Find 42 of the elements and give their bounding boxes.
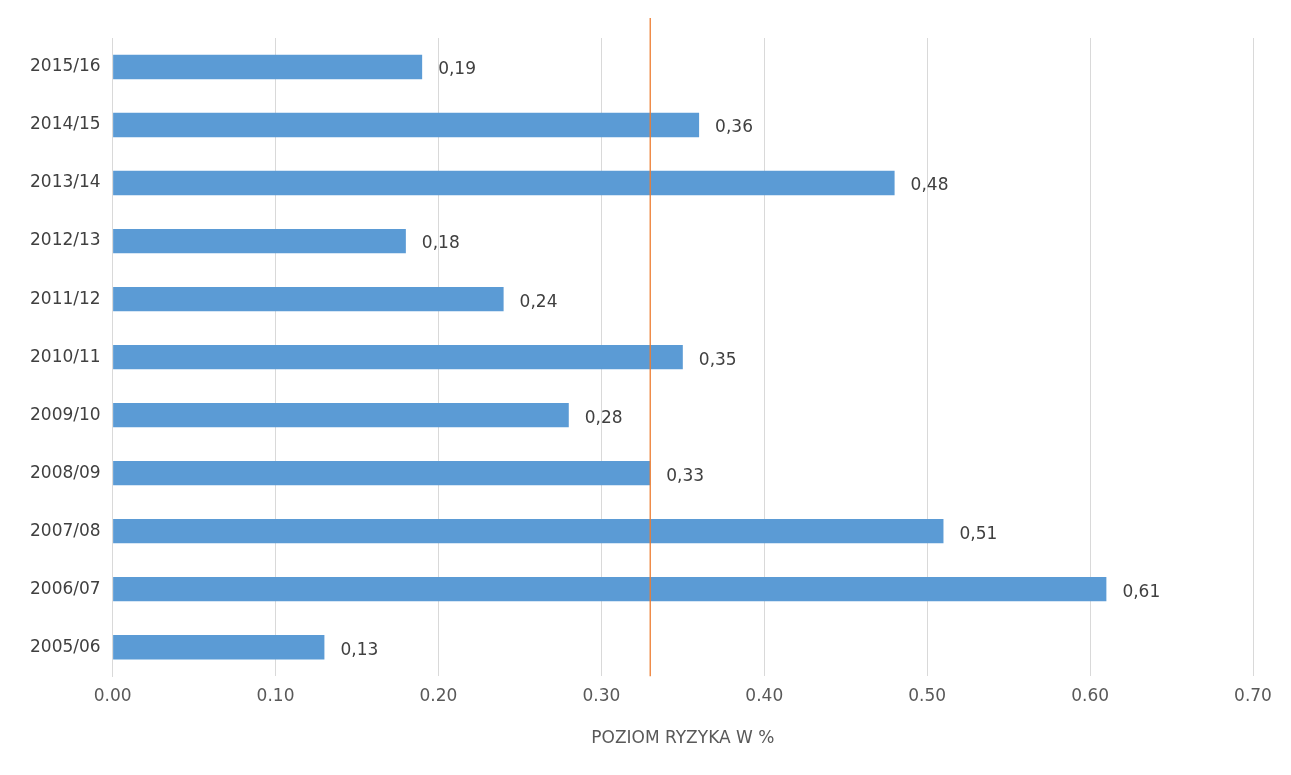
data-label: 0,18 [421,232,460,253]
y-tick-label: 2008/09 [30,461,101,482]
x-tick-label: 0.40 [745,684,784,705]
data-label: 0,35 [698,348,737,369]
data-label: 0,61 [1122,580,1161,601]
bar [113,286,504,312]
bar [113,402,569,428]
data-label: 0,36 [715,116,753,137]
data-label: 0,24 [519,290,558,311]
bar [113,54,423,80]
bar [113,460,651,486]
y-tick-label: 2011/12 [30,287,101,308]
x-tick-label: 0.30 [582,684,621,705]
y-tick-label: 2012/13 [30,229,101,250]
bar [113,576,1107,602]
bar [113,112,700,138]
data-label: 0,28 [584,406,623,427]
data-label: 0,19 [438,58,477,79]
x-tick-label: 0.20 [419,684,458,705]
bar [113,170,895,196]
x-tick-label: 0.60 [1071,684,1110,705]
y-tick-label: 2014/15 [30,113,101,134]
y-tick-label: 2010/11 [30,345,101,366]
y-tick-label: 2007/08 [30,519,101,540]
y-tick-label: 2005/06 [30,635,101,656]
data-label: 0,33 [666,464,705,485]
y-tick-label: 2013/14 [30,171,101,192]
y-tick-label: 2009/10 [30,403,101,424]
bar [113,228,406,254]
bar [113,344,683,370]
data-label: 0,13 [340,638,379,659]
x-tick-label: 0.10 [256,684,295,705]
data-label: 0,51 [959,522,998,543]
x-tick-label: 0.00 [93,684,132,705]
y-tick-label: 2006/07 [30,577,101,598]
bar [113,518,944,544]
data-label: 0,48 [910,174,949,195]
y-tick-label: 2015/16 [30,55,101,76]
x-axis-title: POZIOM RYZYKA W % [591,727,775,748]
x-tick-label: 0.50 [908,684,947,705]
x-tick-label: 0.70 [1234,684,1272,705]
bar [113,635,325,660]
